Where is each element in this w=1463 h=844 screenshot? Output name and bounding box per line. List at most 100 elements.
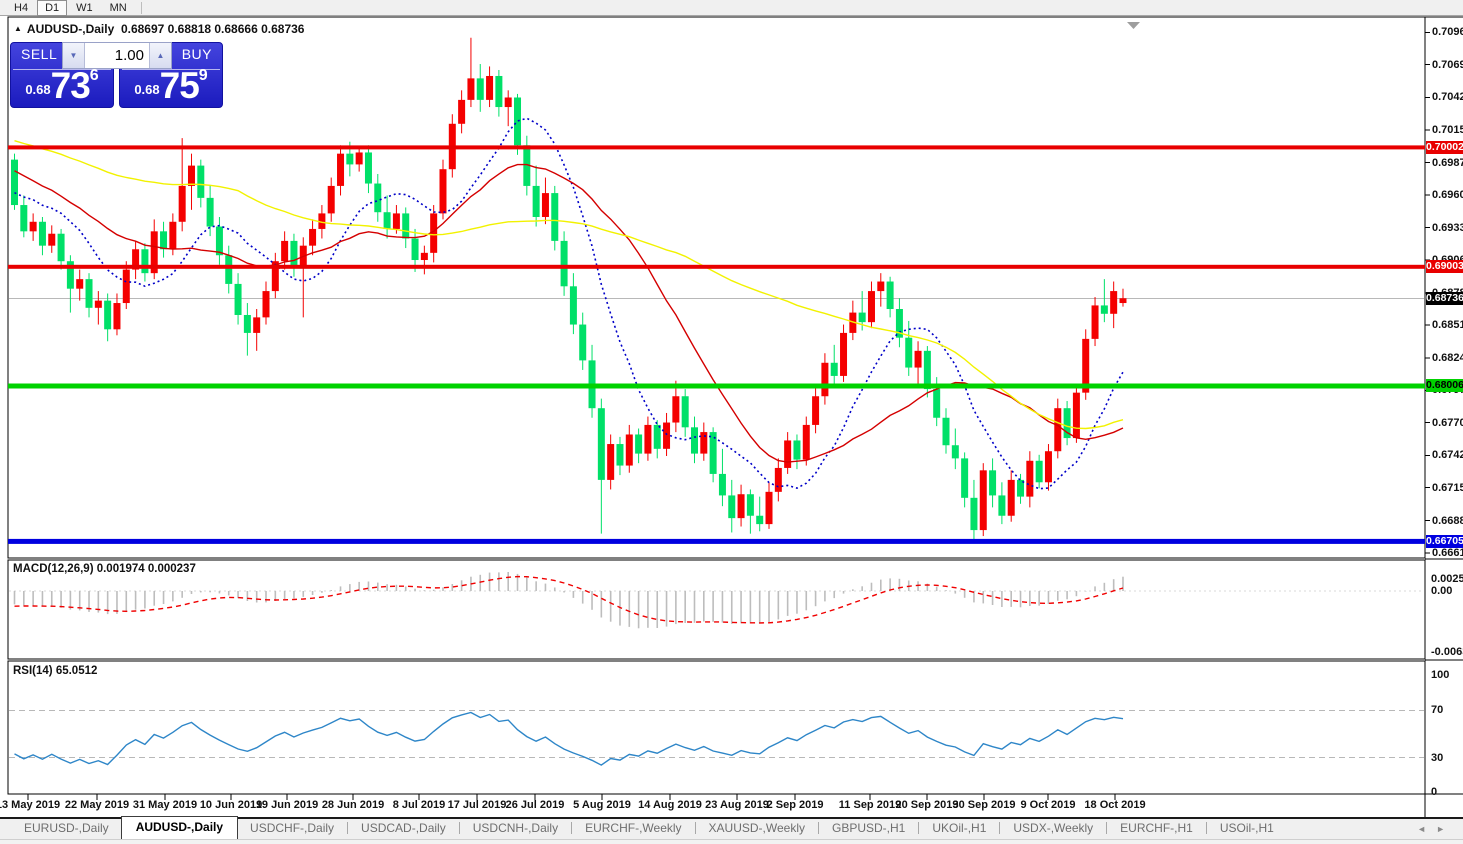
tab-usoil-h1[interactable]: USOil-,H1 bbox=[1219, 821, 1274, 835]
chart-symbol-label: AUDUSD-,Daily bbox=[26, 22, 115, 36]
date-axis-label: 20 Sep 2019 bbox=[895, 799, 959, 811]
arrow-down-icon: ▼ bbox=[69, 51, 78, 60]
symbol-tab-bar: EURUSD-,Daily AUDUSD-,Daily USDCHF-,Daily U… bbox=[0, 816, 1463, 839]
tab-eurchf-h1[interactable]: EURCHF-,H1 bbox=[1120, 821, 1193, 835]
tab-separator bbox=[571, 822, 573, 834]
one-click-trade-panel: SELL 0.68736 BUY 0.68759 ▼ 1.00 ▲ bbox=[10, 42, 223, 108]
macd-axis-label: 0.002574 bbox=[1431, 573, 1463, 585]
tab-separator bbox=[694, 822, 696, 834]
collapse-panel-icon[interactable]: ▲ bbox=[14, 24, 22, 33]
tab-audusd-daily[interactable]: AUDUSD-,Daily bbox=[120, 816, 239, 839]
date-axis-label: 2 Sep 2019 bbox=[766, 799, 824, 811]
rsi-axis-label: 0 bbox=[1431, 786, 1438, 798]
tab-xauusd-weekly[interactable]: XAUUSD-,Weekly bbox=[708, 821, 805, 835]
sell-price: 0.68736 bbox=[11, 65, 113, 106]
divider bbox=[13, 69, 111, 70]
chart-ohlc-values: 0.68697 0.68818 0.68666 0.68736 bbox=[120, 22, 305, 36]
tab-separator bbox=[999, 822, 1001, 834]
price-axis-tick: 0.70965 bbox=[1432, 26, 1463, 39]
timeframe-button-d1[interactable]: D1 bbox=[37, 0, 68, 16]
timeframe-toolbar: H4 D1 W1 MN bbox=[0, 0, 1463, 16]
tab-usdx-weekly[interactable]: USDX-,Weekly bbox=[1013, 821, 1094, 835]
sell-price-main: 73 bbox=[50, 65, 91, 106]
tab-separator bbox=[347, 822, 349, 834]
sell-price-prefix: 0.68 bbox=[25, 82, 51, 97]
date-axis-label: 30 Sep 2019 bbox=[952, 799, 1016, 811]
tab-separator bbox=[918, 822, 920, 834]
hline-price-badge: 0.68006 bbox=[1426, 379, 1463, 393]
date-axis-label: 10 Jun 2019 bbox=[199, 799, 263, 811]
chart-header: ▲ AUDUSD-,Daily 0.68697 0.68818 0.68666 0… bbox=[14, 22, 304, 36]
rsi-axis-label: 100 bbox=[1431, 669, 1450, 681]
hline-price-badge: 0.70002 bbox=[1426, 140, 1463, 154]
date-axis-label: 13 May 2019 bbox=[0, 799, 61, 811]
price-axis-tick: 0.67425 bbox=[1432, 449, 1463, 462]
macd-axis-label: 0.00 bbox=[1431, 585, 1453, 597]
price-axis-tick: 0.67155 bbox=[1432, 481, 1463, 494]
arrow-up-icon: ▲ bbox=[156, 51, 165, 60]
buy-price-prefix: 0.68 bbox=[134, 82, 160, 97]
date-axis-label: 22 May 2019 bbox=[64, 799, 130, 811]
date-axis-label: 14 Aug 2019 bbox=[638, 799, 702, 811]
date-axis-label: 8 Jul 2019 bbox=[392, 799, 446, 811]
timeframe-button-mn[interactable]: MN bbox=[109, 1, 127, 14]
tab-usdcnh-daily[interactable]: USDCNH-,Daily bbox=[472, 821, 559, 835]
tab-scroll-arrows: ◄► bbox=[1417, 824, 1455, 834]
date-axis-label: 19 Jun 2019 bbox=[255, 799, 319, 811]
buy-price: 0.68759 bbox=[120, 65, 222, 106]
volume-stepper: ▼ 1.00 ▲ bbox=[62, 42, 172, 69]
timeframe-button-w1[interactable]: W1 bbox=[76, 1, 93, 14]
timeframe-button-h4[interactable]: H4 bbox=[14, 1, 29, 14]
toolbar-divider bbox=[140, 1, 142, 14]
volume-decrease-button[interactable]: ▼ bbox=[63, 43, 85, 68]
tab-separator bbox=[1106, 822, 1108, 834]
tab-separator bbox=[458, 822, 460, 834]
hline-price-badge: 0.66705 bbox=[1426, 534, 1463, 548]
hline-price-badge: 0.69003 bbox=[1426, 260, 1463, 274]
buy-price-sup: 9 bbox=[198, 67, 208, 84]
volume-increase-button[interactable]: ▲ bbox=[149, 43, 171, 68]
rsi-axis-label: 70 bbox=[1431, 704, 1444, 716]
macd-indicator-label: MACD(12,26,9) 0.001974 0.000237 bbox=[13, 563, 196, 575]
date-axis-label: 31 May 2019 bbox=[132, 799, 198, 811]
tab-usdchf-daily[interactable]: USDCHF-,Daily bbox=[250, 821, 335, 835]
tab-scroll-left-icon[interactable]: ◄ bbox=[1417, 824, 1437, 834]
tab-separator bbox=[818, 822, 819, 834]
volume-input[interactable]: 1.00 bbox=[114, 47, 144, 64]
buy-label: BUY bbox=[181, 46, 212, 62]
date-axis-label: 5 Aug 2019 bbox=[573, 799, 631, 811]
price-axis-tick: 0.69605 bbox=[1432, 188, 1463, 201]
tab-scroll-right-icon[interactable]: ► bbox=[1436, 824, 1455, 834]
tab-separator bbox=[1205, 822, 1207, 834]
tab-eurusd-daily[interactable]: EURUSD-,Daily bbox=[24, 821, 109, 835]
tab-eurchf-weekly[interactable]: EURCHF-,Weekly bbox=[585, 821, 682, 835]
date-axis-label: 18 Oct 2019 bbox=[1084, 799, 1146, 811]
buy-price-main: 75 bbox=[159, 65, 200, 106]
date-axis-label: 23 Aug 2019 bbox=[705, 799, 769, 811]
price-axis-tick: 0.68515 bbox=[1432, 319, 1463, 332]
status-strip bbox=[0, 839, 1463, 844]
divider bbox=[122, 69, 220, 70]
price-axis-tick: 0.70695 bbox=[1432, 58, 1463, 71]
date-axis-label: 11 Sep 2019 bbox=[838, 799, 902, 811]
tab-usdcad-daily[interactable]: USDCAD-,Daily bbox=[361, 821, 446, 835]
date-axis-label: 28 Jun 2019 bbox=[321, 799, 385, 811]
tab-gbpusd-h1[interactable]: GBPUSD-,H1 bbox=[832, 821, 906, 835]
rsi-axis-label: 30 bbox=[1431, 752, 1444, 764]
price-axis-tick: 0.69875 bbox=[1432, 156, 1463, 169]
date-axis-label: 9 Oct 2019 bbox=[1020, 799, 1076, 811]
tab-ukoil-h1[interactable]: UKOil-,H1 bbox=[932, 821, 987, 835]
current-price-badge: 0.68736 bbox=[1426, 292, 1463, 306]
sell-label: SELL bbox=[21, 46, 58, 62]
macd-axis-label: -0.006326 bbox=[1431, 646, 1463, 658]
rsi-indicator-label: RSI(14) 65.0512 bbox=[13, 665, 98, 677]
